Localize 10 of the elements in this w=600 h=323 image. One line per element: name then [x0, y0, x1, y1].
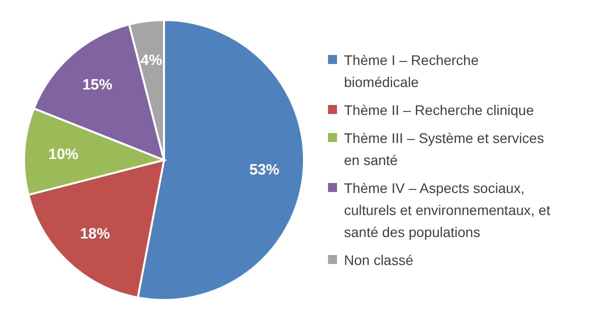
data-label: 18%	[80, 226, 110, 243]
data-label: 4%	[140, 52, 162, 70]
legend-label: Thème II – Recherche clinique	[344, 102, 534, 118]
data-label: 10%	[48, 146, 78, 163]
data-label: 15%	[82, 76, 112, 94]
data-label: 53%	[249, 162, 280, 179]
legend-label: Thème I – Recherche biomédicale	[344, 52, 479, 90]
legend-label: Non classé	[344, 252, 414, 268]
legend-label: Thème III – Système et services en santé	[344, 130, 544, 168]
legend-label: Thème IV – Aspects sociaux, culturels et environnementaux, et santé des populations	[344, 180, 550, 240]
